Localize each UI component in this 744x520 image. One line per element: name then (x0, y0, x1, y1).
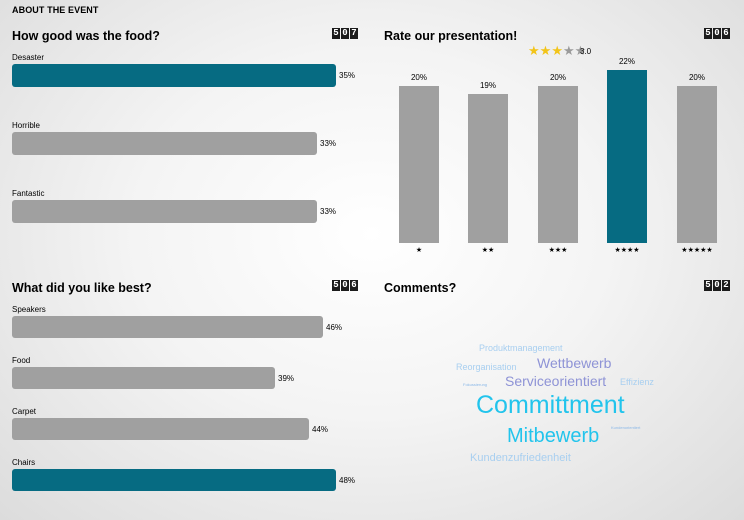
option-label: Speakers (12, 305, 46, 314)
counter-digit: 0 (713, 28, 721, 39)
option-bar[interactable] (12, 469, 336, 491)
rating-star-label: ★★★ (548, 247, 568, 254)
rating-percentage: 22% (618, 57, 635, 66)
rating-percentage: 20% (688, 73, 705, 82)
star-icon: ★ (574, 43, 587, 58)
presentation-response-counter: 5 0 6 (704, 28, 730, 39)
rating-percentage: 19% (479, 81, 496, 90)
counter-digit: 5 (704, 28, 712, 39)
word-cloud-term: Effizienz (620, 377, 654, 387)
counter-digit: 0 (341, 28, 349, 39)
word-cloud-term: Reorganisation (456, 362, 517, 372)
rating-star-label: ★★★★ (614, 247, 640, 254)
option-percentage: 48% (339, 476, 356, 485)
counter-digit: 5 (332, 280, 340, 291)
food-response-counter: 5 0 7 (332, 28, 358, 39)
counter-digit: 5 (332, 28, 340, 39)
option-label: Chairs (12, 458, 36, 467)
rating-percentage: 20% (549, 73, 566, 82)
rating-bar[interactable] (607, 70, 647, 243)
rating-star-label: ★★★★★ (681, 247, 713, 254)
option-bar[interactable] (12, 132, 317, 155)
option-bar[interactable] (12, 200, 317, 223)
option-label: Fantastic (12, 189, 45, 198)
word-cloud-term: Fokussierung (463, 382, 488, 387)
comments-response-counter: 5 0 2 (704, 280, 730, 291)
counter-digit: 7 (350, 28, 358, 39)
option-percentage: 33% (320, 207, 337, 216)
word-cloud-term: Kundenzufriedenheit (470, 452, 571, 464)
option-label: Carpet (12, 407, 37, 416)
counter-digit: 6 (350, 280, 358, 291)
comments-question-title: Comments? (384, 281, 457, 295)
word-cloud-term: Mitbewerb (507, 425, 600, 447)
average-rating-value: 3.0 (580, 47, 592, 56)
rating-bar[interactable] (538, 86, 578, 243)
rating-star-label: ★★ (481, 247, 495, 254)
rating-percentage: 20% (410, 73, 427, 82)
counter-digit: 0 (713, 280, 721, 291)
star-icon: ★ (551, 43, 563, 58)
counter-digit: 0 (341, 280, 349, 291)
counter-digit: 6 (722, 28, 730, 39)
liked-response-counter: 5 0 6 (332, 280, 358, 291)
option-percentage: 44% (312, 425, 329, 434)
option-bar[interactable] (12, 418, 309, 440)
food-question-title: How good was the food? (12, 29, 160, 43)
star-icon: ★ (539, 43, 552, 58)
counter-digit: 2 (722, 280, 730, 291)
option-label: Horrible (12, 121, 41, 130)
option-bar[interactable] (12, 64, 336, 87)
word-cloud-term: Serviceorientiert (505, 373, 607, 389)
option-label: Food (12, 356, 31, 365)
average-rating-stars: ★★★★★ (528, 43, 586, 59)
option-label: Desaster (12, 53, 45, 62)
star-icon: ★ (562, 43, 575, 58)
rating-bar[interactable] (468, 94, 508, 243)
word-cloud-term: Kundenorientiert (611, 425, 641, 430)
option-bar[interactable] (12, 367, 275, 389)
rating-star-label: ★ (415, 247, 423, 254)
option-percentage: 33% (320, 139, 337, 148)
word-cloud-term: Committment (476, 391, 625, 419)
star-icon: ★ (528, 43, 540, 58)
rating-bar[interactable] (677, 86, 717, 243)
presentation-question-title: Rate our presentation! (384, 29, 518, 43)
rating-bar[interactable] (399, 86, 439, 243)
option-percentage: 46% (326, 323, 343, 332)
option-bar[interactable] (12, 316, 323, 338)
word-cloud-term: Produktmanagement (479, 343, 563, 353)
word-cloud-term: Wettbewerb (537, 355, 612, 371)
event-title: ABOUT THE EVENT (12, 5, 99, 15)
liked-question-title: What did you like best? (12, 281, 152, 295)
counter-digit: 5 (704, 280, 712, 291)
option-percentage: 39% (278, 374, 295, 383)
option-percentage: 35% (339, 71, 356, 80)
